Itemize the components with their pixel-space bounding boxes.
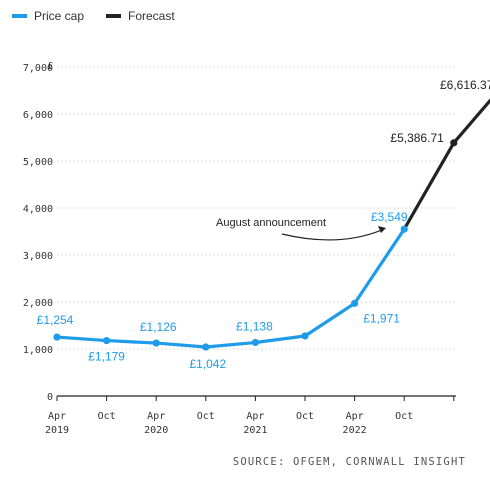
x-tick-year: 2020 xyxy=(144,425,168,436)
data-point xyxy=(400,225,408,233)
x-tick-label: Oct xyxy=(296,411,314,422)
y-tick-label: 7,000 xyxy=(23,63,53,74)
data-label: £1,971 xyxy=(363,311,400,325)
data-point xyxy=(152,339,160,347)
x-tick-label: Apr xyxy=(48,411,66,422)
x-tick-label: Oct xyxy=(197,411,215,422)
data-labels: £1,254 £1,179 £1,126 £1,042 £1,138 £1,971 £3,5… xyxy=(37,78,490,371)
x-tick-label: Apr xyxy=(147,411,165,422)
source-note: SOURCE: OFGEM, CORNWALL INSIGHT xyxy=(233,456,466,468)
legend-label-price-cap: Price cap xyxy=(34,9,84,23)
legend-label-forecast: Forecast xyxy=(128,9,175,23)
x-tick-label: Oct xyxy=(395,411,413,422)
data-point xyxy=(450,139,458,147)
annotation-text: August announcement xyxy=(216,217,326,229)
x-tick-label: Apr xyxy=(346,411,364,422)
data-label: £1,254 xyxy=(37,313,74,327)
data-point xyxy=(251,338,259,347)
data-label: £1,179 xyxy=(88,350,125,364)
x-axis: Apr 2019 Oct Apr 2020 Oct Apr 2021 Oct Apr 2022 Oct… xyxy=(45,395,456,436)
y-tick-label: 0 xyxy=(47,392,53,403)
y-axis: 0 1,000 2,000 3,000 4,000 5,000 6,000 7,000 xyxy=(23,63,53,403)
x-tick-year: 2021 xyxy=(243,425,267,436)
annotation-august: August announcement xyxy=(216,217,386,241)
data-point xyxy=(103,336,111,345)
data-point xyxy=(301,332,309,340)
data-label: £6,616.37 xyxy=(440,78,490,92)
data-point xyxy=(53,333,61,341)
data-point xyxy=(202,343,210,351)
y-tick-label: 2,000 xyxy=(23,298,53,309)
y-tick-label: 6,000 xyxy=(23,110,53,121)
data-point xyxy=(351,299,359,307)
series-line-forecast xyxy=(402,98,490,231)
y-tick-label: 3,000 xyxy=(23,251,53,262)
y-axis-unit: £ xyxy=(47,61,53,72)
y-tick-label: 1,000 xyxy=(23,345,53,356)
x-tick-label: Apr xyxy=(246,411,264,422)
series-line-price-cap xyxy=(55,227,406,349)
annotation-arrowhead xyxy=(378,226,386,233)
series-layer xyxy=(53,98,490,351)
x-tick-year: 2022 xyxy=(343,425,367,436)
y-tick-label: 5,000 xyxy=(23,157,53,168)
grid xyxy=(57,66,456,350)
legend: Price cap Forecast xyxy=(12,9,175,23)
x-tick-year: 2019 xyxy=(45,425,69,436)
data-label: £3,549 xyxy=(371,210,408,224)
data-label: £1,126 xyxy=(140,320,177,334)
x-tick-label: Oct xyxy=(98,411,116,422)
data-label: £1,138 xyxy=(236,320,273,334)
data-label: £5,386.71 xyxy=(390,131,444,145)
data-label: £1,042 xyxy=(189,357,226,371)
annotation-arrow xyxy=(281,228,385,241)
y-tick-label: 4,000 xyxy=(23,204,53,215)
